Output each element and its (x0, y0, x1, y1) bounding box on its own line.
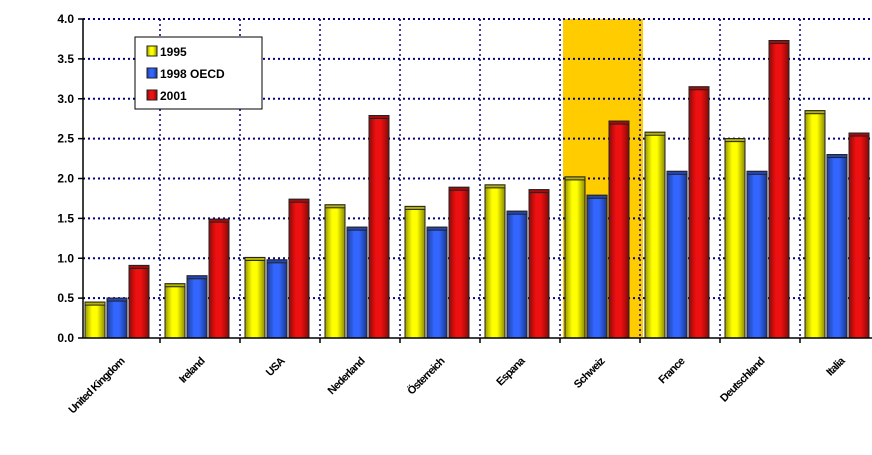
y-tick-label: 1.5 (57, 211, 74, 225)
bar-espana-1995 (484, 184, 506, 339)
x-tick-label: Italia (824, 354, 848, 378)
bar-france-1998-oecd (666, 170, 688, 339)
x-tick-label: Nederland (326, 356, 367, 397)
x-tick-label: USA (264, 355, 288, 379)
bar-france-2001 (688, 86, 710, 339)
bar-nederland-1998-oecd (346, 226, 368, 339)
legend-label: 2001 (160, 89, 187, 103)
bar-italia-1995 (804, 110, 826, 339)
bar-österreich-2001 (448, 186, 470, 339)
bar-deutschland-1995 (724, 138, 746, 339)
legend-swatch (146, 89, 158, 101)
legend-swatch (146, 67, 158, 79)
x-tick-label: Ireland (177, 356, 207, 386)
legend-label: 1995 (160, 45, 187, 59)
bar-deutschland-1998-oecd (746, 170, 768, 339)
y-tick-label: 2.0 (57, 172, 74, 186)
legend-entry-1998-oecd: 1998 OECD (146, 67, 225, 81)
bar-schweiz-2001 (608, 120, 630, 339)
x-tick-label: Espana (494, 354, 528, 388)
x-tick-label: Österreich (405, 354, 448, 397)
y-tick-label: 1.0 (57, 251, 74, 265)
y-tick-label: 2.5 (57, 132, 74, 146)
y-tick-label: 3.0 (57, 92, 74, 106)
bar-united-kingdom-1998-oecd (106, 297, 128, 339)
bar-italia-1998-oecd (826, 154, 848, 339)
y-tick-label: 0.0 (57, 331, 74, 345)
x-tick-label: United Kingdom (66, 355, 127, 416)
bar-schweiz-1995 (564, 176, 586, 339)
bar-usa-1998-oecd (266, 259, 288, 339)
bar-france-1995 (644, 131, 666, 339)
bar-united-kingdom-1995 (84, 301, 106, 339)
bar-österreich-1998-oecd (426, 226, 448, 339)
legend-label: 1998 OECD (160, 67, 225, 81)
legend: 1995 1998 OECD 2001 (134, 36, 263, 110)
bar-ireland-2001 (208, 218, 230, 339)
bar-deutschland-2001 (768, 40, 790, 339)
y-tick-label: 0.5 (57, 291, 74, 305)
bar-nederland-2001 (368, 114, 390, 339)
x-tick-label: France (657, 355, 688, 386)
legend-swatch (146, 45, 158, 57)
bar-italia-2001 (848, 132, 870, 339)
x-tick-label: Schweiz (572, 355, 608, 391)
bar-usa-1995 (244, 256, 266, 339)
bar-espana-2001 (528, 189, 550, 339)
bar-ireland-1995 (164, 283, 186, 339)
y-tick-label: 3.5 (57, 52, 74, 66)
bar-schweiz-1998-oecd (586, 194, 608, 339)
bar-espana-1998-oecd (506, 210, 528, 339)
bar-ireland-1998-oecd (186, 275, 208, 339)
legend-entry-2001: 2001 (146, 89, 187, 103)
x-tick-label: Deutschland (718, 356, 767, 405)
bar-united-kingdom-2001 (128, 264, 150, 339)
legend-entry-1995: 1995 (146, 45, 187, 59)
bar-nederland-1995 (324, 204, 346, 339)
bar-usa-2001 (288, 198, 310, 339)
bar-österreich-1995 (404, 205, 426, 339)
y-tick-label: 4.0 (57, 12, 74, 26)
